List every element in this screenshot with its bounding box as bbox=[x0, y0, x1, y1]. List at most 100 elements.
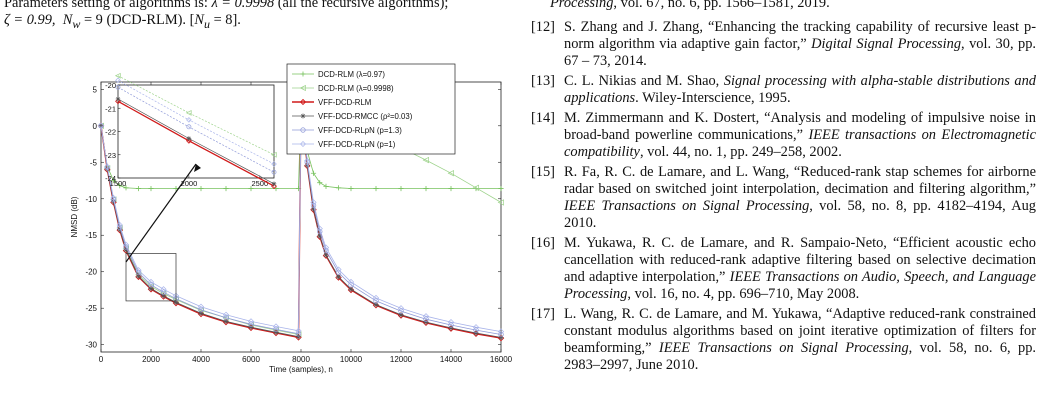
inset-series-path bbox=[117, 100, 275, 187]
reference-tail-venue: Processing bbox=[550, 0, 614, 11]
data-point bbox=[398, 185, 404, 192]
param-zeta: ζ = 0.99, bbox=[4, 12, 56, 28]
data-point bbox=[147, 278, 155, 286]
inset-series-path bbox=[117, 86, 275, 173]
data-point bbox=[295, 327, 302, 334]
reference-authors-title: M. Yukawa, R. C. de Lamare, and R. Sampa… bbox=[564, 235, 1036, 285]
inset-plot: 1500 2000 2500 -20 -21 -22 -23 -24 bbox=[105, 72, 277, 190]
data-point bbox=[295, 334, 302, 340]
data-point bbox=[198, 310, 204, 316]
data-point bbox=[223, 318, 229, 324]
y-tick-label: 0 bbox=[93, 122, 98, 131]
data-point bbox=[447, 318, 455, 326]
inset-y-tick-label: -24 bbox=[105, 174, 116, 183]
legend-box bbox=[286, 63, 456, 155]
data-point bbox=[248, 324, 254, 330]
data-point bbox=[448, 322, 454, 328]
data-point bbox=[198, 185, 204, 192]
data-point bbox=[223, 315, 229, 321]
legend-label: VFF-DCD-RLM bbox=[318, 98, 371, 107]
data-point bbox=[422, 156, 429, 164]
data-point bbox=[160, 286, 167, 293]
reference-number: [16] bbox=[531, 235, 555, 251]
data-point bbox=[497, 199, 504, 206]
reference-venue: IEEE transactions on Electromagnetic com… bbox=[564, 127, 1036, 160]
left-column: Parameters setting of algorithms is: λ =… bbox=[0, 0, 520, 403]
data-point bbox=[247, 318, 255, 325]
data-point bbox=[472, 324, 480, 331]
data-point bbox=[148, 285, 154, 292]
data-point bbox=[304, 162, 310, 168]
data-point bbox=[173, 299, 179, 305]
data-point bbox=[347, 278, 355, 286]
reference-item: [13] C. L. Nikias and M. Shao, Signal pro… bbox=[531, 73, 1036, 107]
data-point bbox=[104, 163, 111, 170]
reference-authors-title: L. Wang, R. C. de Lamare, and M. Yukawa,… bbox=[564, 306, 1036, 356]
data-point bbox=[116, 221, 123, 229]
data-point bbox=[497, 328, 505, 335]
y-tick-label: -10 bbox=[85, 195, 97, 204]
series-line bbox=[98, 101, 504, 341]
x-tick-label: 0 bbox=[99, 355, 104, 364]
parameter-settings-text: Parameters setting of algorithms is: λ =… bbox=[4, 0, 514, 33]
data-point bbox=[273, 326, 279, 333]
reference-venue: IEEE Transactions on Signal Processing bbox=[658, 340, 909, 356]
data-point bbox=[271, 181, 277, 187]
data-point bbox=[186, 117, 192, 123]
param-alg: (DCD-RLM). [ bbox=[102, 12, 195, 28]
data-point bbox=[198, 306, 204, 313]
x-tick-label: 12000 bbox=[390, 355, 413, 364]
data-point bbox=[423, 316, 429, 322]
param-prefix: Parameters setting of algorithms is: bbox=[4, 0, 212, 11]
data-point bbox=[248, 185, 254, 192]
data-point bbox=[115, 96, 121, 102]
data-point bbox=[498, 331, 504, 338]
data-point bbox=[398, 312, 404, 318]
data-point bbox=[448, 325, 454, 331]
data-point bbox=[117, 183, 123, 189]
reference-details: , vol. 44, no. 1, pp. 249–258, 2002. bbox=[639, 144, 842, 160]
data-point bbox=[448, 185, 454, 192]
reference-tail: Processing, vol. 67, no. 6, pp. 1566–158… bbox=[550, 0, 830, 12]
data-point bbox=[123, 185, 129, 191]
data-point bbox=[323, 252, 329, 258]
data-point bbox=[398, 308, 404, 314]
data-point bbox=[300, 141, 306, 147]
data-point bbox=[135, 273, 142, 279]
reference-item: [12] S. Zhang and J. Zhang, “Enhancing th… bbox=[531, 19, 1036, 70]
x-tick-label: 6000 bbox=[242, 355, 260, 364]
zoom-region-box bbox=[125, 253, 177, 302]
data-point bbox=[135, 267, 142, 274]
data-point bbox=[317, 233, 323, 239]
y-tick-label: 5 bbox=[93, 85, 98, 94]
legend-label: VFF-DCD-RLpN (p=1) bbox=[318, 140, 396, 149]
data-point bbox=[148, 185, 154, 192]
param-lambda: λ = 0.9998 bbox=[211, 0, 275, 11]
x-tick-label: 14000 bbox=[440, 355, 463, 364]
reference-details: , vol. 58, no. 8, pp. 4182–4194, Aug 201… bbox=[564, 198, 1036, 231]
reference-details: . Wiley-Interscience, 1995. bbox=[635, 90, 791, 106]
zoom-arrow-head bbox=[194, 164, 201, 172]
data-point bbox=[498, 185, 504, 192]
y-tick-label: -25 bbox=[85, 304, 97, 313]
inset-y-tick-label: -22 bbox=[105, 128, 116, 137]
data-point bbox=[114, 72, 121, 79]
data-point bbox=[272, 323, 280, 330]
reference-venue: IEEE Transactions on Audio, Speech, and … bbox=[564, 269, 1036, 302]
reference-venue: Signal processing with alpha-stable dist… bbox=[564, 73, 1036, 106]
reference-authors-title: R. Fa, R. C. de Lamare, and L. Wang, “Re… bbox=[564, 164, 1036, 197]
data-point bbox=[447, 170, 454, 177]
reference-authors-title: C. L. Nikias and M. Shao, bbox=[564, 73, 724, 89]
reference-item: [16] M. Yukawa, R. C. de Lamare, and R. S… bbox=[531, 235, 1036, 303]
data-point bbox=[110, 177, 117, 184]
data-point bbox=[135, 185, 142, 192]
data-point bbox=[498, 334, 504, 341]
data-point bbox=[304, 157, 311, 164]
param-nw-value: = 9 bbox=[80, 12, 103, 28]
data-point bbox=[310, 170, 317, 176]
data-point bbox=[472, 184, 479, 191]
data-point bbox=[423, 319, 429, 325]
reference-authors-title: M. Zimmermann and K. Dostert, “Analysis … bbox=[564, 110, 1036, 143]
data-point bbox=[148, 282, 154, 288]
inset-series-path bbox=[117, 80, 275, 165]
